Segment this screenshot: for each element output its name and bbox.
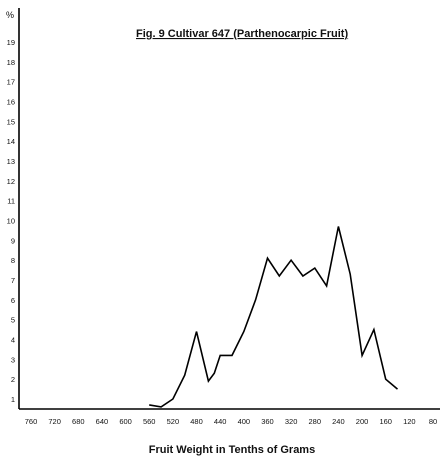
chart-title: Fig. 9 Cultivar 647 (Parthenocarpic Frui… xyxy=(136,28,348,40)
y-tick-label: 15 xyxy=(7,117,15,126)
x-tick-label: 120 xyxy=(403,417,416,426)
y-tick-label: 8 xyxy=(11,256,15,265)
series-line xyxy=(149,226,399,408)
x-tick-label: 160 xyxy=(379,417,392,426)
y-tick-label: 3 xyxy=(11,355,15,364)
x-tick-label: 480 xyxy=(190,417,203,426)
y-tick-label: 12 xyxy=(7,177,15,186)
y-tick-label: 13 xyxy=(7,157,15,166)
y-tick-label: 6 xyxy=(11,296,15,305)
x-tick-label: 400 xyxy=(238,417,251,426)
x-tick-label: 680 xyxy=(72,417,85,426)
x-tick-label: 760 xyxy=(25,417,38,426)
x-tick-label: 440 xyxy=(214,417,227,426)
x-tick-label: 720 xyxy=(48,417,61,426)
x-tick-label: 600 xyxy=(119,417,132,426)
x-tick-label: 560 xyxy=(143,417,156,426)
x-axis-title: Fruit Weight in Tenths of Grams xyxy=(149,444,315,456)
y-tick-label: 18 xyxy=(7,58,15,67)
x-tick-label: 80 xyxy=(429,417,437,426)
x-tick-label: 200 xyxy=(356,417,369,426)
x-tick-label: 320 xyxy=(285,417,298,426)
y-tick-label: 2 xyxy=(11,375,15,384)
x-tick-label: 240 xyxy=(332,417,345,426)
y-tick-label: 7 xyxy=(11,276,15,285)
y-axis-unit-label: % xyxy=(6,10,14,20)
y-tick-label: 1 xyxy=(11,395,15,404)
y-tick-label: 11 xyxy=(7,197,15,206)
x-tick-label: 280 xyxy=(309,417,322,426)
y-tick-label: 14 xyxy=(7,137,15,146)
y-tick-label: 9 xyxy=(11,236,15,245)
x-tick-label: 520 xyxy=(167,417,180,426)
y-tick-label: 19 xyxy=(7,38,15,47)
y-tick-label: 4 xyxy=(11,336,15,345)
y-tick-label: 5 xyxy=(11,316,15,325)
x-tick-label: 360 xyxy=(261,417,274,426)
y-tick-label: 10 xyxy=(7,217,15,226)
y-tick-label: 17 xyxy=(7,78,15,87)
x-tick-label: 640 xyxy=(96,417,109,426)
x-tick-labels: 760 720 680 640 600 560 520 480 440 400 360 320 280 2… xyxy=(25,417,437,426)
y-tick-label: 16 xyxy=(7,98,15,107)
